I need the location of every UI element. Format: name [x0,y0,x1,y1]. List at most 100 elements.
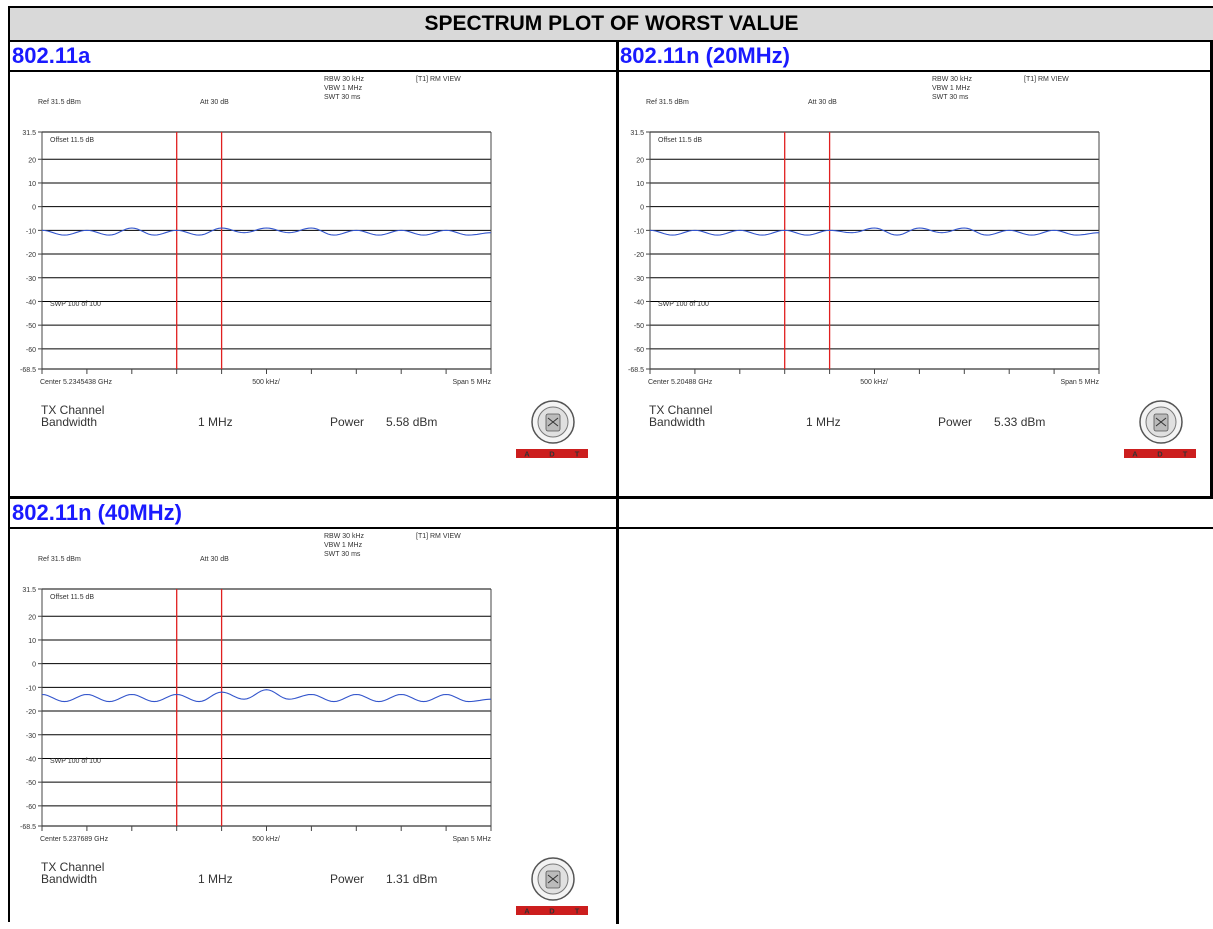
power-value: 1.31 dBm [386,872,437,886]
attenuation-label: Att 30 dB [808,99,837,106]
attenuation-label: Att 30 dB [200,99,229,106]
y-tick-label: 31.5 [22,587,36,594]
y-tick-label: 10 [28,638,36,645]
right-border [1210,42,1213,499]
report-frame: SPECTRUM PLOT OF WORST VALUE 802.11a 802… [8,6,1213,924]
center-frequency-label: Center 5.20488 GHz [648,379,713,386]
vbw-label: VBW 1 MHz [324,542,363,549]
panel-header-0: 802.11a [10,42,616,72]
y-tick-label: -40 [26,756,36,763]
offset-label: Offset 11.5 dB [50,137,94,144]
y-tick-label: -68.5 [20,367,36,374]
vbw-label: VBW 1 MHz [932,85,971,92]
span-label: Span 5 MHz [1060,379,1099,386]
sweep-label: SWP 100 of 100 [50,758,101,765]
adt-letter: A [524,907,530,916]
spectrum-panel-802-11n-40mhz: RBW 30 kHz VBW 1 MHz SWT 30 ms [T1] RM VIEW… [10,529,616,924]
center-frequency-label: Center 5.237689 GHz [40,836,109,843]
y-tick-label: -40 [26,299,36,306]
y-tick-label: -60 [26,804,36,811]
swt-label: SWT 30 ms [932,94,969,101]
swt-label: SWT 30 ms [324,551,361,558]
y-tick-label: 10 [636,181,644,188]
adt-letter: D [549,450,555,459]
y-tick-label: -10 [26,685,36,692]
power-label: Power [330,872,364,886]
adt-letter: A [1132,450,1138,459]
bandwidth-label: Bandwidth [41,872,97,886]
y-tick-label: -60 [634,347,644,354]
swt-label: SWT 30 ms [324,94,361,101]
spectrum-panel-802-11a: RBW 30 kHz VBW 1 MHz SWT 30 ms [T1] RM VIEW… [10,72,616,496]
power-label: Power [330,415,364,429]
y-tick-label: -20 [634,252,644,259]
rbw-label: RBW 30 kHz [324,533,365,540]
attenuation-label: Att 30 dB [200,556,229,563]
adt-letter: T [575,450,580,459]
page-title: SPECTRUM PLOT OF WORST VALUE [10,8,1213,42]
span-label: Span 5 MHz [452,379,491,386]
y-tick-label: -40 [634,299,644,306]
panel-header-2: 802.11n (40MHz) [10,496,616,529]
rbw-label: RBW 30 kHz [324,76,365,83]
y-tick-label: 0 [32,205,36,212]
rbw-label: RBW 30 kHz [932,76,973,83]
trace-mode-label: [T1] RM VIEW [1024,76,1069,83]
trace-mode-label: [T1] RM VIEW [416,76,461,83]
trace-mode-label: [T1] RM VIEW [416,533,461,540]
spectrum-plot-svg: RBW 30 kHz VBW 1 MHz SWT 30 ms [T1] RM VIEW… [628,76,1196,459]
bandwidth-value: 1 MHz [198,872,233,886]
y-tick-label: -10 [26,228,36,235]
spectrum-plot-svg: RBW 30 kHz VBW 1 MHz SWT 30 ms [T1] RM VIEW… [20,76,588,459]
spectrum-plot-svg: RBW 30 kHz VBW 1 MHz SWT 30 ms [T1] RM VIEW… [20,533,588,916]
y-tick-label: -60 [26,347,36,354]
y-tick-label: 20 [28,614,36,621]
span-per-div-label: 500 kHz/ [860,379,888,386]
y-tick-label: 20 [636,157,644,164]
column-divider [616,42,619,924]
bandwidth-value: 1 MHz [806,415,841,429]
spectrum-panel-802-11n-20mhz: RBW 30 kHz VBW 1 MHz SWT 30 ms [T1] RM VIEW… [618,72,1213,496]
panel-header-1: 802.11n (20MHz) [618,42,1213,72]
y-tick-label: -30 [634,276,644,283]
ref-level-label: Ref 31.5 dBm [38,99,81,106]
bureau-veritas-logo [531,400,575,444]
bandwidth-label: Bandwidth [649,415,705,429]
y-tick-label: -50 [26,323,36,330]
power-value: 5.58 dBm [386,415,437,429]
adt-letter: D [549,907,555,916]
power-label: Power [938,415,972,429]
tx-channel-label: TX Channel [649,403,712,417]
y-tick-label: 31.5 [22,130,36,137]
sweep-label: SWP 100 of 100 [50,301,101,308]
spectrum-trace [41,227,492,236]
y-tick-label: -50 [26,780,36,787]
spectrum-trace [41,689,492,703]
y-tick-label: 0 [640,205,644,212]
tx-channel-label: TX Channel [41,860,104,874]
tx-channel-label: TX Channel [41,403,104,417]
adt-letter: T [1183,450,1188,459]
y-tick-label: -10 [634,228,644,235]
adt-letter: A [524,450,530,459]
y-tick-label: -20 [26,709,36,716]
bandwidth-label: Bandwidth [41,415,97,429]
span-label: Span 5 MHz [452,836,491,843]
panel-header-empty [618,496,1213,529]
center-frequency-label: Center 5.2345438 GHz [40,379,112,386]
sweep-label: SWP 100 of 100 [658,301,709,308]
y-tick-label: 10 [28,181,36,188]
adt-bar [516,906,588,915]
bandwidth-value: 1 MHz [198,415,233,429]
adt-letter: T [575,907,580,916]
y-tick-label: -68.5 [628,367,644,374]
power-value: 5.33 dBm [994,415,1045,429]
bureau-veritas-logo [1139,400,1183,444]
y-tick-label: 20 [28,157,36,164]
adt-bar [516,449,588,458]
bureau-veritas-logo [531,857,575,901]
y-tick-label: -20 [26,252,36,259]
span-per-div-label: 500 kHz/ [252,836,280,843]
adt-letter: D [1157,450,1163,459]
y-tick-label: -50 [634,323,644,330]
